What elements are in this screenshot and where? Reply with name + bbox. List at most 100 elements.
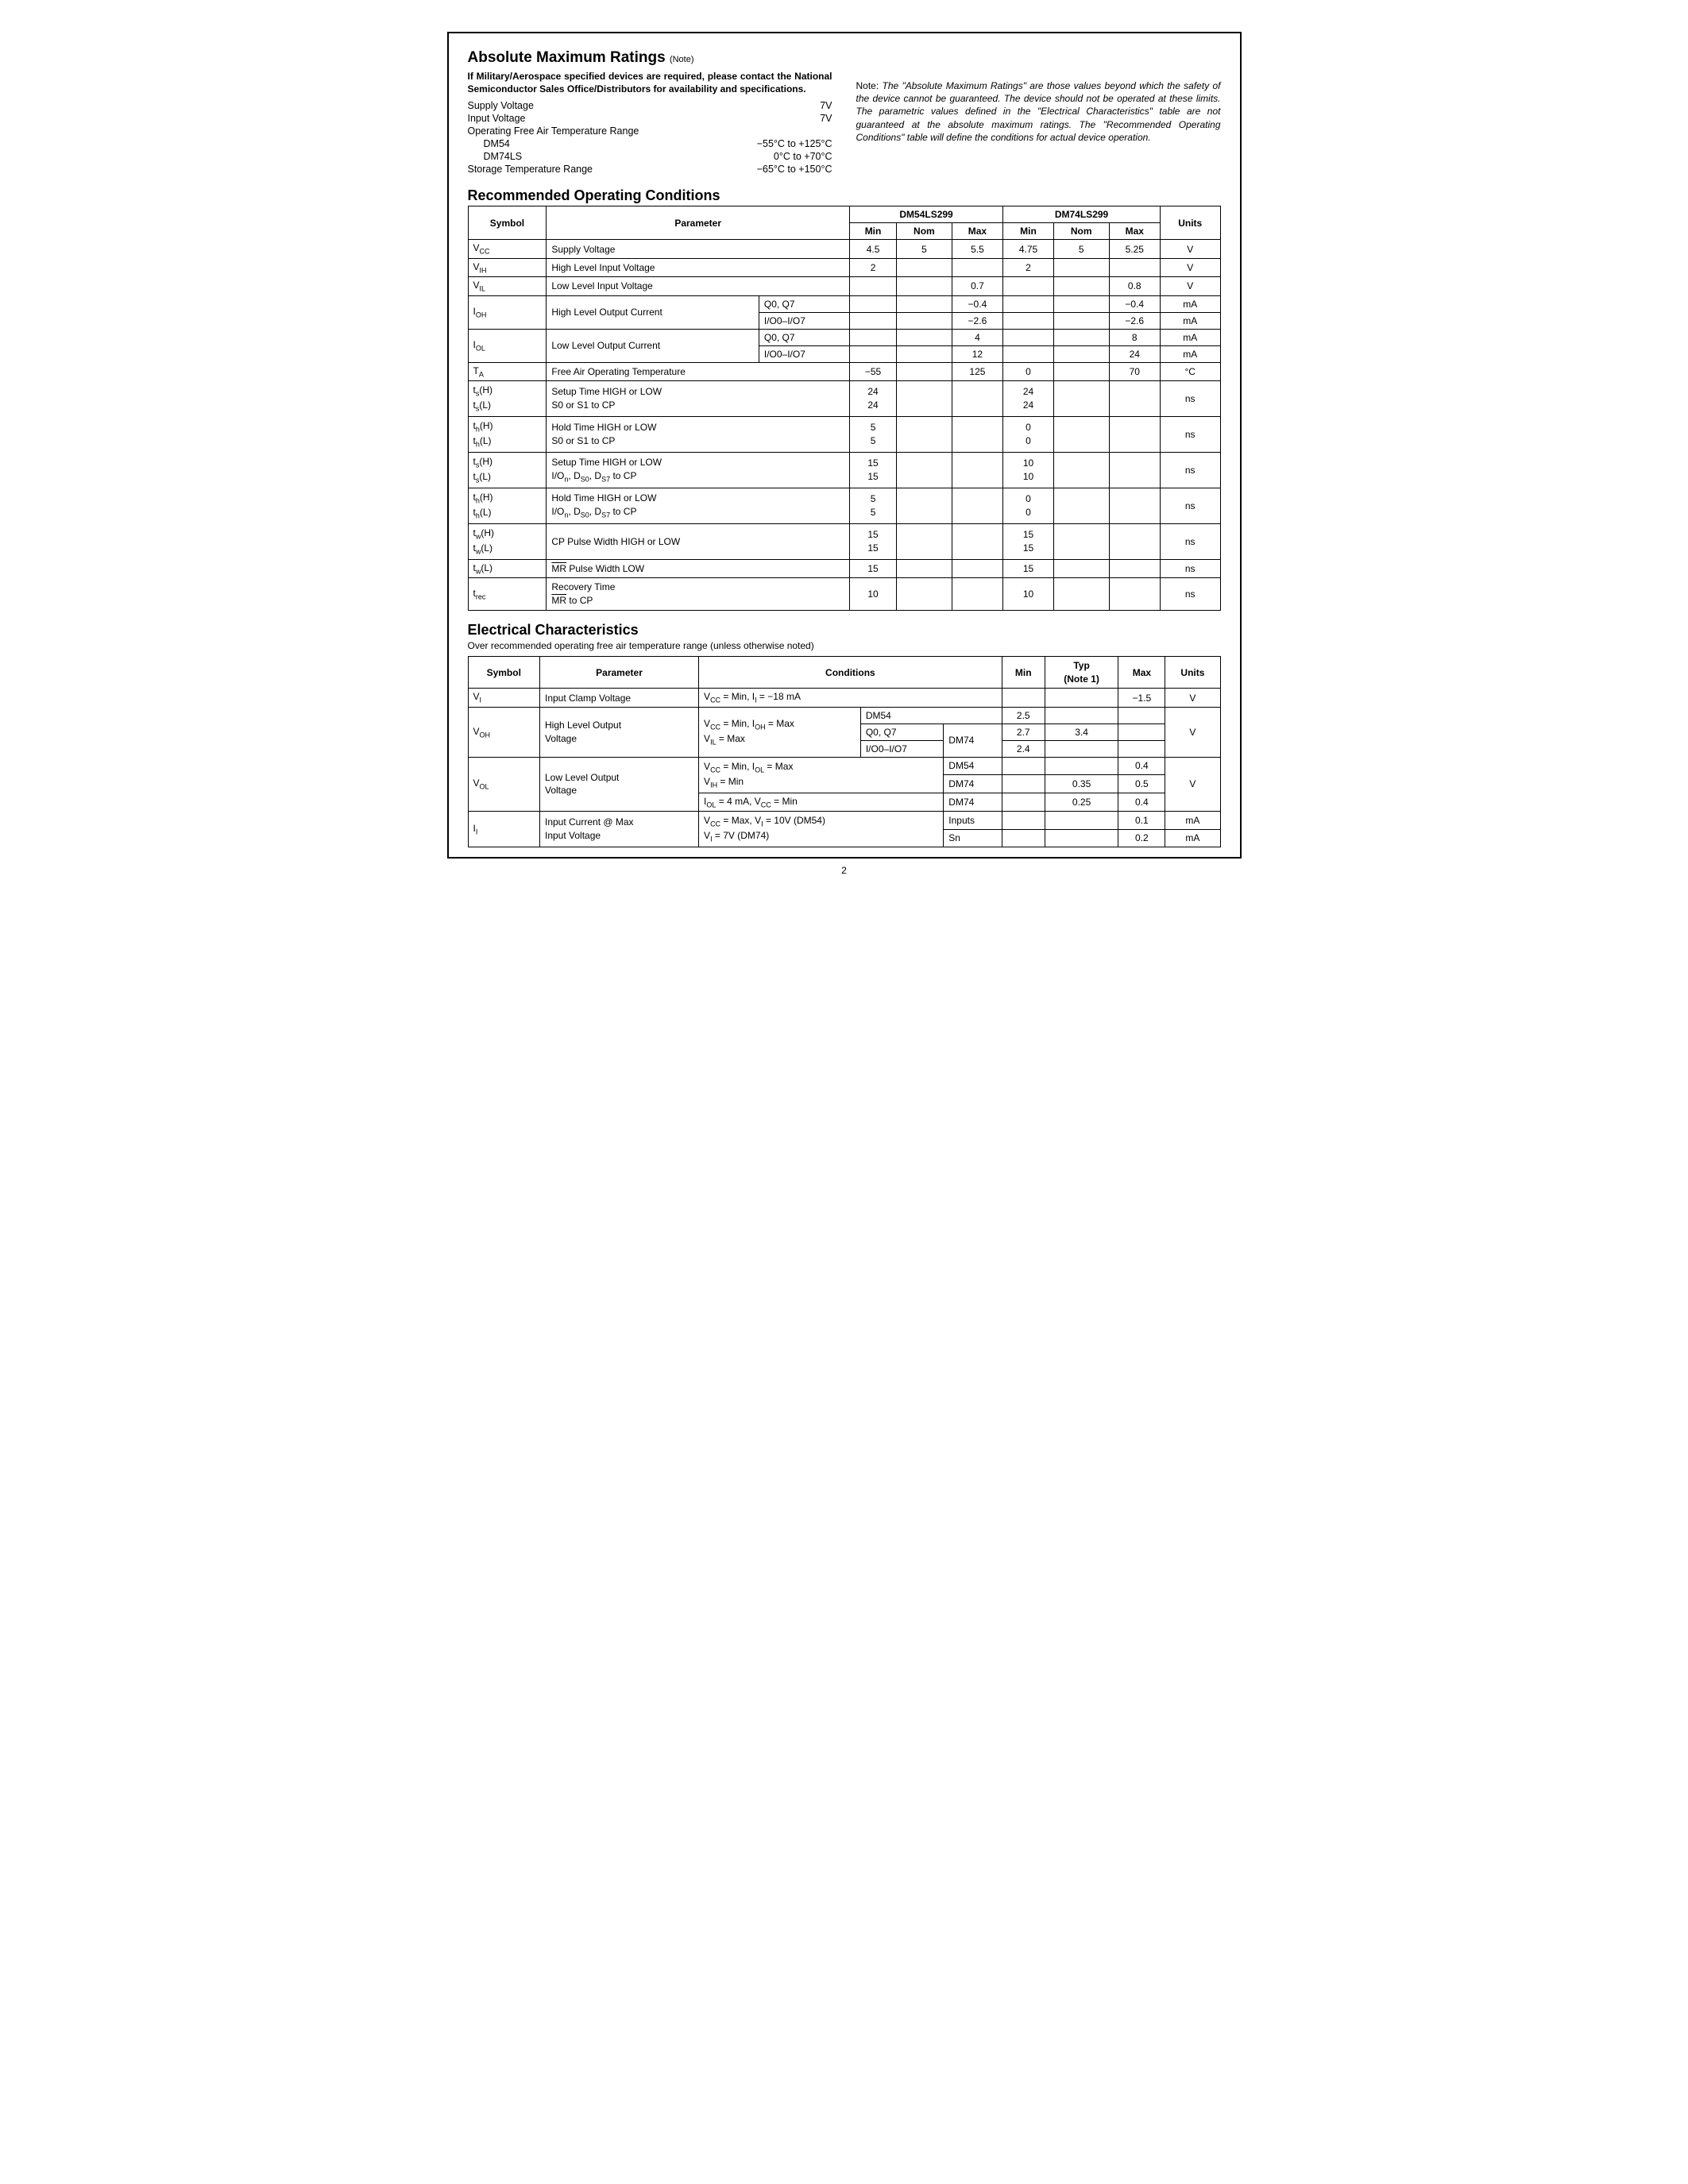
ec-part: Inputs — [944, 812, 1002, 829]
roc-unit: V — [1160, 240, 1220, 258]
roc-sym: VIH — [468, 258, 547, 276]
roc-row-trec: trec Recovery TimeMR to CP 10 10 ns — [468, 578, 1220, 611]
amr-military-note: If Military/Aerospace specified devices … — [468, 70, 832, 95]
ec-sym: VOH — [468, 707, 539, 757]
roc-param: Setup Time HIGH or LOWI/On, DS0, DS7 to … — [547, 452, 850, 488]
ec-h-min: Min — [1002, 656, 1045, 689]
ec-param: Input Current @ MaxInput Voltage — [539, 812, 698, 847]
roc-row-tw2: tw(L) MR Pulse Width LOW 15 15 ns — [468, 559, 1220, 577]
roc-param: Low Level Output Current — [547, 329, 759, 362]
roc-heading: Recommended Operating Conditions — [468, 187, 1221, 204]
ec-cond: VCC = Min, IOH = MaxVIL = Max — [699, 707, 861, 757]
roc-cond: I/O0–I/O7 — [759, 345, 849, 362]
amr-temp-label: Operating Free Air Temperature Range — [468, 125, 832, 137]
roc-param: High Level Output Current — [547, 295, 759, 329]
amr-heading-text: Absolute Maximum Ratings — [468, 49, 666, 66]
ec-part: DM74 — [944, 775, 1002, 793]
roc-row-tw1: tw(H)tw(L) CP Pulse Width HIGH or LOW 15… — [468, 523, 1220, 559]
page-number: 2 — [32, 865, 1656, 876]
roc-cond: Q0, Q7 — [759, 329, 849, 345]
amr-row-label: Input Voltage — [468, 113, 526, 124]
ec-sym: VOL — [468, 757, 539, 811]
amr-right-col: Note: The "Absolute Maximum Ratings" are… — [856, 70, 1221, 176]
roc-cond: I/O0–I/O7 — [759, 312, 849, 329]
roc-h-parameter: Parameter — [547, 206, 850, 240]
ec-sym: VI — [468, 689, 539, 707]
roc-sym: trec — [468, 578, 547, 611]
ec-subcond: I/O0–I/O7 — [860, 740, 943, 757]
amr-temp-sub-label: DM74LS — [484, 151, 523, 162]
roc-param: High Level Input Voltage — [547, 258, 850, 276]
roc-table: Symbol Parameter DM54LS299 DM74LS299 Uni… — [468, 206, 1221, 610]
roc-row-ts1: ts(H)ts(L) Setup Time HIGH or LOWS0 or S… — [468, 380, 1220, 416]
amr-side-note: Note: The "Absolute Maximum Ratings" are… — [856, 79, 1221, 144]
amr-side-note-prefix: Note: — [856, 80, 883, 91]
ec-row-ii-1: II Input Current @ MaxInput Voltage VCC … — [468, 812, 1220, 829]
amr-temp-dm54: DM54 −55°C to +125°C — [468, 138, 832, 149]
ec-param: High Level OutputVoltage — [539, 707, 698, 757]
roc-h-part1: DM54LS299 — [849, 206, 1002, 223]
roc-val: 5 — [1053, 240, 1109, 258]
amr-input-voltage: Input Voltage 7V — [468, 113, 832, 124]
ec-param: Low Level OutputVoltage — [539, 757, 698, 811]
roc-param: Hold Time HIGH or LOWS0 or S1 to CP — [547, 416, 850, 452]
roc-val: 5.25 — [1109, 240, 1160, 258]
ec-cond: VCC = Min, II = −18 mA — [699, 689, 1002, 707]
roc-row-vcc: VCC Supply Voltage 4.5 5 5.5 4.75 5 5.25… — [468, 240, 1220, 258]
roc-sym: VIL — [468, 277, 547, 295]
roc-sym: th(H)th(L) — [468, 416, 547, 452]
roc-sym: th(H)th(L) — [468, 488, 547, 523]
roc-sym: IOL — [468, 329, 547, 362]
ec-h-max: Max — [1118, 656, 1165, 689]
roc-row-vil: VIL Low Level Input Voltage 0.7 0.8 V — [468, 277, 1220, 295]
ec-h-units: Units — [1165, 656, 1220, 689]
roc-h-min: Min — [849, 223, 896, 240]
ec-row-voh-1: VOH High Level OutputVoltage VCC = Min, … — [468, 707, 1220, 723]
ec-part: Sn — [944, 829, 1002, 847]
ec-cond: VCC = Min, IOL = MaxVIH = Min — [699, 757, 944, 793]
datasheet-page: Absolute Maximum Ratings (Note) If Milit… — [447, 32, 1242, 859]
roc-row-ta: TA Free Air Operating Temperature −55125… — [468, 362, 1220, 380]
roc-sym: TA — [468, 362, 547, 380]
roc-sym: ts(H)ts(L) — [468, 452, 547, 488]
roc-sym: ts(H)ts(L) — [468, 380, 547, 416]
roc-sym: tw(L) — [468, 559, 547, 577]
amr-temp-sub-value: 0°C to +70°C — [774, 151, 832, 162]
amr-temp-label-text: Operating Free Air Temperature Range — [468, 125, 639, 137]
ec-part: DM74 — [944, 723, 1002, 757]
roc-val: 4.75 — [1003, 240, 1054, 258]
roc-sym: tw(H)tw(L) — [468, 523, 547, 559]
roc-param: CP Pulse Width HIGH or LOW — [547, 523, 850, 559]
roc-h-max: Max — [952, 223, 1002, 240]
amr-temp-dm74ls: DM74LS 0°C to +70°C — [468, 151, 832, 162]
roc-row-vih: VIH High Level Input Voltage 2 2 V — [468, 258, 1220, 276]
amr-heading-note: (Note) — [670, 55, 694, 64]
roc-val: 5.5 — [952, 240, 1002, 258]
ec-part: DM54 — [944, 757, 1002, 774]
roc-cond: Q0, Q7 — [759, 295, 849, 312]
amr-row-value: 7V — [820, 113, 832, 124]
ec-subtitle: Over recommended operating free air temp… — [468, 640, 1221, 651]
ec-table: Symbol Parameter Conditions Min Typ(Note… — [468, 656, 1221, 847]
roc-row-ioh-1: IOH High Level Output Current Q0, Q7 −0.… — [468, 295, 1220, 312]
amr-temp-sub-label: DM54 — [484, 138, 510, 149]
ec-h-typ: Typ(Note 1) — [1045, 656, 1118, 689]
roc-h-nom: Nom — [1053, 223, 1109, 240]
roc-val: 5 — [897, 240, 952, 258]
ec-h-symbol: Symbol — [468, 656, 539, 689]
ec-cond: VCC = Max, VI = 10V (DM54)VI = 7V (DM74) — [699, 812, 944, 847]
ec-h-conditions: Conditions — [699, 656, 1002, 689]
amr-row-label: Supply Voltage — [468, 100, 534, 111]
ec-part: DM54 — [860, 707, 1002, 723]
ec-subcond: Q0, Q7 — [860, 723, 943, 740]
roc-param: Supply Voltage — [547, 240, 850, 258]
roc-param: Setup Time HIGH or LOWS0 or S1 to CP — [547, 380, 850, 416]
amr-columns: If Military/Aerospace specified devices … — [468, 70, 1221, 176]
roc-h-nom: Nom — [897, 223, 952, 240]
roc-param: Free Air Operating Temperature — [547, 362, 850, 380]
ec-part: DM74 — [944, 793, 1002, 811]
roc-h-symbol: Symbol — [468, 206, 547, 240]
roc-row-th2: th(H)th(L) Hold Time HIGH or LOWI/On, DS… — [468, 488, 1220, 523]
roc-h-min: Min — [1003, 223, 1054, 240]
ec-header-row: Symbol Parameter Conditions Min Typ(Note… — [468, 656, 1220, 689]
